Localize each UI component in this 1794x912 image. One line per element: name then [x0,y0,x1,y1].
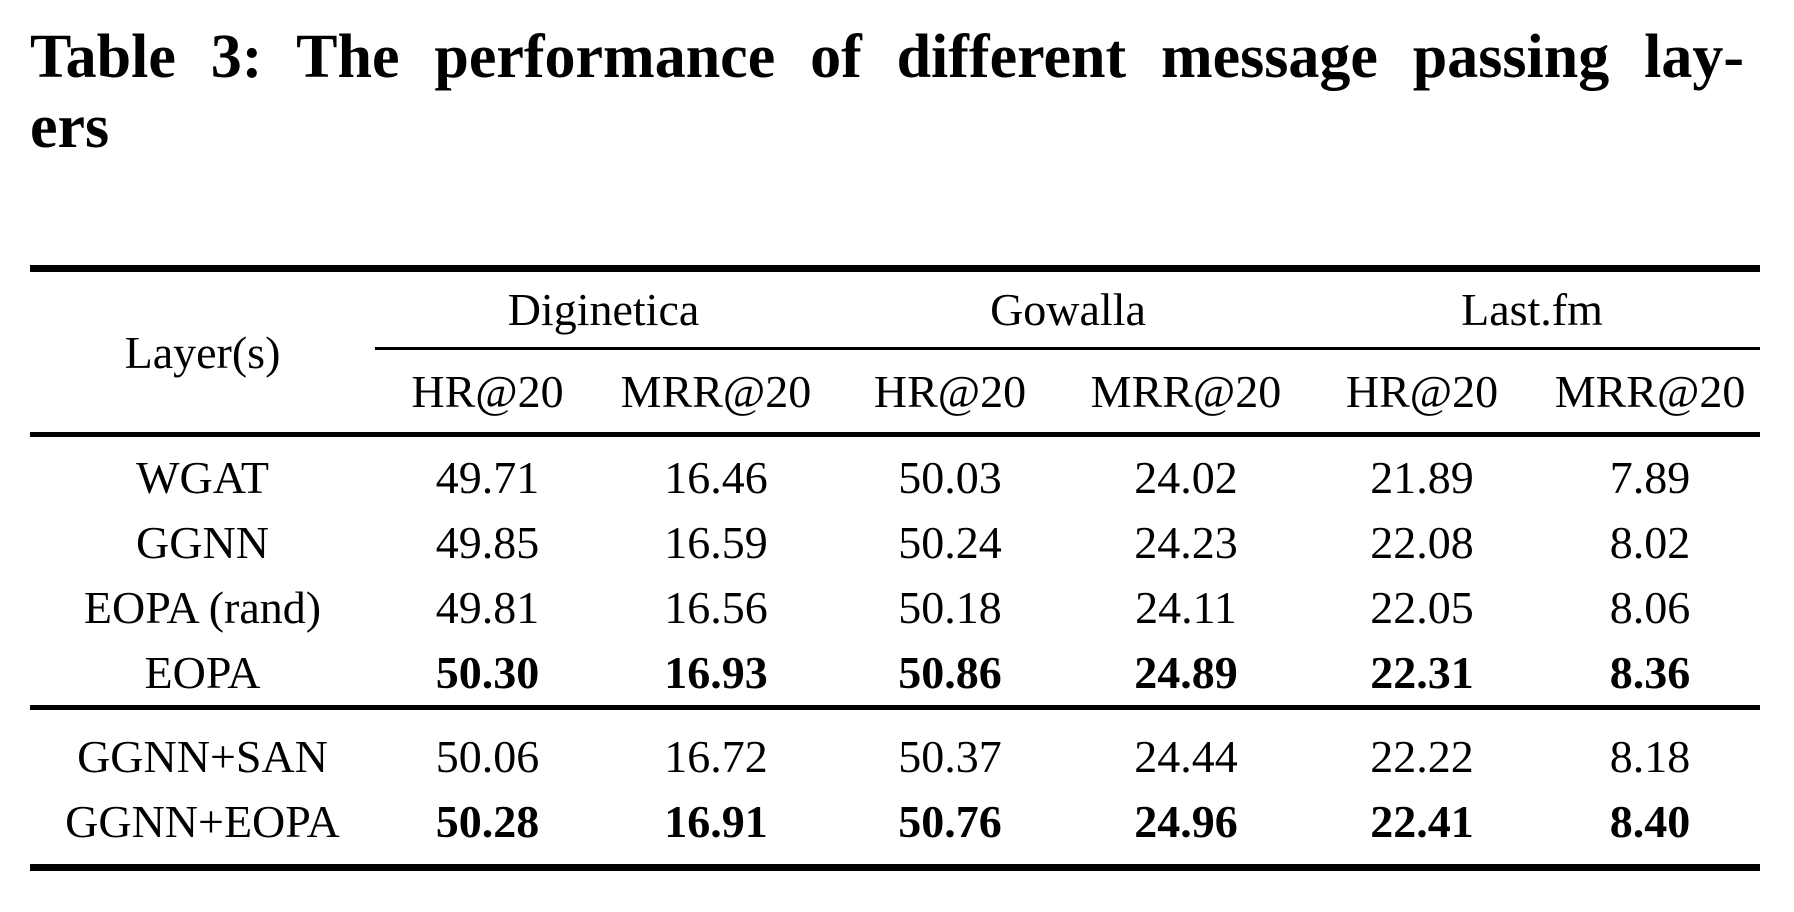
row-label: GGNN [136,517,269,568]
metric-value: 50.86 [898,647,1002,698]
metric-value: 16.46 [664,452,768,503]
table-row: GGNN+SAN 50.06 16.72 50.37 24.44 22.22 8.18 [30,705,1761,789]
metric-header-diginetica-hr: HR@20 [375,348,600,437]
metric-value: 49.81 [435,582,540,633]
metric-value: 8.36 [1609,647,1691,698]
metric-value: 49.71 [435,452,540,503]
metric-value: 50.28 [435,796,540,847]
caption-line-1: Table 3: The performance of different me… [30,23,1744,91]
row-label: WGAT [136,452,269,503]
group-header-diginetica: Diginetica [375,268,832,350]
table-caption: Table 3: The performance of different me… [30,22,1744,162]
metric-value: 50.30 [435,647,540,698]
metric-value: 16.56 [664,582,768,633]
metric-value: 16.59 [664,517,768,568]
table-row: EOPA 50.30 16.93 50.86 24.89 22.31 8.36 [30,640,1760,708]
metric-value: 16.91 [664,796,768,847]
results-table-body: WGAT 49.71 16.46 50.03 24.02 21.89 7.89 GGNN … [30,435,1761,868]
metric-value: 22.41 [1370,796,1474,847]
row-label: GGNN+EOPA [65,796,340,847]
metric-value: 50.18 [898,582,1002,633]
metric-value: 49.85 [435,517,540,568]
metric-value: 50.24 [898,517,1002,568]
dataset-group-row: Layer(s) Diginetica Gowalla Last.fm [30,268,1761,437]
metric-value: 22.31 [1370,647,1474,698]
results-table: Layer(s) Diginetica Gowalla Last.fm HR@2… [30,265,1761,871]
metric-value: 24.89 [1134,647,1238,698]
row-label: EOPA (rand) [83,582,322,633]
metric-value: 21.89 [1370,452,1474,503]
metric-header-lastfm-hr: HR@20 [1304,348,1540,437]
metric-value: 50.76 [898,796,1002,847]
metric-value: 8.40 [1609,796,1691,847]
metric-value: 24.02 [1134,452,1238,503]
metric-value: 7.89 [1609,452,1691,503]
group-header-gowalla: Gowalla [832,268,1304,350]
caption-line-2: ers [30,93,110,161]
metric-value: 16.72 [600,705,832,789]
metric-value: 22.08 [1370,517,1474,568]
metric-value: 24.11 [1135,582,1237,633]
corner-header-layers: Layer(s) [30,268,375,437]
metric-header-row: HR@20 MRR@20 HR@20 MRR@20 HR@20 MRR@20 [30,348,1761,437]
metric-header-lastfm-mrr: MRR@20 [1540,348,1761,437]
results-table-header: Layer(s) Diginetica Gowalla Last.fm HR@2… [30,268,1761,437]
group-header-lastfm: Last.fm [1304,268,1761,350]
metric-value: 24.44 [1068,705,1304,789]
metric-value: 50.03 [898,452,1002,503]
metric-value: 22.05 [1370,582,1474,633]
metric-value: 22.22 [1304,705,1540,789]
metric-value: 24.96 [1134,796,1238,847]
table-row: WGAT 49.71 16.46 50.03 24.02 21.89 7.89 [30,435,1760,511]
metric-value: 50.06 [375,705,600,789]
table-row: GGNN+EOPA 50.28 16.91 50.76 24.96 22.41 8.40 [30,789,1760,868]
metric-header-gowalla-mrr: MRR@20 [1068,348,1304,437]
metric-value: 50.37 [832,705,1068,789]
metric-value: 24.23 [1134,517,1238,568]
metric-value: 8.06 [1609,582,1691,633]
metric-value: 8.18 [1540,705,1761,789]
metric-value: 16.93 [664,647,768,698]
row-label: GGNN+SAN [30,705,375,789]
row-label: EOPA [144,647,261,698]
metric-header-diginetica-mrr: MRR@20 [600,348,832,437]
metric-header-gowalla-hr: HR@20 [832,348,1068,437]
metric-value: 8.02 [1609,517,1691,568]
table-row: GGNN 49.85 16.59 50.24 24.23 22.08 8.02 [30,510,1760,575]
table-row: EOPA (rand) 49.81 16.56 50.18 24.11 22.05 8.0… [30,575,1760,640]
